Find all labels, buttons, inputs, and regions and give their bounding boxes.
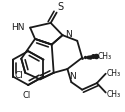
Text: CH₃: CH₃ [107, 69, 121, 78]
Text: N: N [69, 71, 76, 80]
Text: Cl: Cl [22, 90, 30, 99]
Text: HN: HN [11, 23, 24, 32]
Text: CH₃: CH₃ [107, 89, 121, 98]
Text: N: N [66, 30, 72, 38]
Text: Cl: Cl [15, 71, 24, 79]
Text: CH₃: CH₃ [98, 52, 112, 61]
Text: S: S [58, 2, 64, 12]
